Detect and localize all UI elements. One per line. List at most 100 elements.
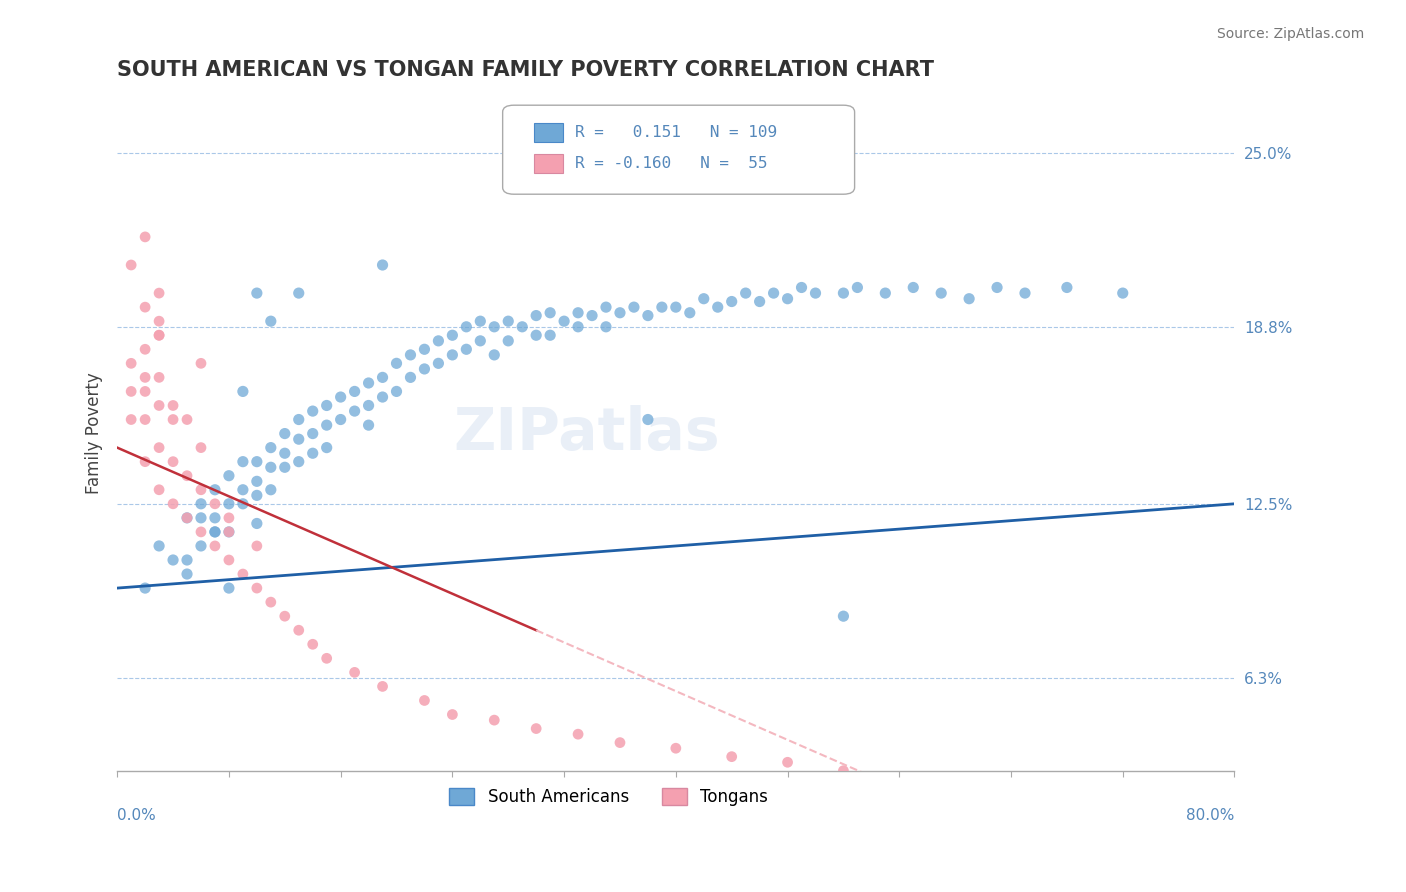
Point: [399, 348, 422, 362]
Point: [301, 446, 323, 460]
Point: [148, 328, 170, 343]
Point: [609, 306, 631, 320]
Point: [441, 348, 464, 362]
Point: [665, 300, 688, 314]
Point: [385, 356, 408, 370]
Point: [190, 524, 212, 539]
Point: [246, 455, 269, 469]
Point: [274, 446, 297, 460]
Point: [1112, 286, 1135, 301]
Point: [484, 348, 506, 362]
Point: [260, 483, 283, 497]
Point: [595, 300, 617, 314]
Point: [371, 258, 394, 272]
Point: [315, 399, 337, 413]
Point: [846, 280, 869, 294]
Point: [120, 412, 142, 426]
Point: [343, 384, 366, 399]
Point: [246, 475, 269, 489]
Point: [190, 539, 212, 553]
Point: [553, 314, 575, 328]
Point: [218, 468, 240, 483]
Point: [148, 370, 170, 384]
Point: [734, 286, 756, 301]
Point: [875, 286, 897, 301]
Point: [190, 441, 212, 455]
Point: [637, 412, 659, 426]
Point: [204, 524, 226, 539]
Point: [134, 230, 156, 244]
Point: [190, 497, 212, 511]
Point: [679, 306, 702, 320]
Point: [637, 309, 659, 323]
Point: [524, 328, 547, 343]
Point: [776, 292, 799, 306]
Point: [246, 539, 269, 553]
Point: [218, 524, 240, 539]
Point: [190, 483, 212, 497]
Point: [399, 370, 422, 384]
Point: [134, 455, 156, 469]
Legend: South Americans, Tongans: South Americans, Tongans: [443, 781, 775, 813]
Point: [162, 497, 184, 511]
Point: [903, 280, 925, 294]
Point: [260, 460, 283, 475]
Point: [456, 343, 478, 357]
Point: [246, 581, 269, 595]
Point: [162, 399, 184, 413]
Point: [232, 384, 254, 399]
Point: [176, 511, 198, 525]
Point: [148, 483, 170, 497]
Point: [427, 334, 450, 348]
Point: [470, 334, 492, 348]
Point: [929, 286, 952, 301]
Point: [301, 637, 323, 651]
Point: [832, 609, 855, 624]
Point: [218, 524, 240, 539]
Point: [315, 441, 337, 455]
Point: [120, 356, 142, 370]
Point: [371, 390, 394, 404]
Point: [357, 399, 380, 413]
Point: [274, 460, 297, 475]
Point: [148, 314, 170, 328]
Point: [260, 595, 283, 609]
Point: [567, 306, 589, 320]
Point: [162, 553, 184, 567]
Point: [204, 524, 226, 539]
Point: [232, 455, 254, 469]
Point: [371, 680, 394, 694]
Point: [441, 707, 464, 722]
Point: [176, 468, 198, 483]
Point: [287, 412, 309, 426]
Point: [790, 280, 813, 294]
Point: [470, 314, 492, 328]
Text: 80.0%: 80.0%: [1187, 808, 1234, 822]
Point: [176, 553, 198, 567]
Point: [581, 309, 603, 323]
Text: ZIPatlas: ZIPatlas: [453, 405, 720, 462]
Point: [357, 418, 380, 433]
Point: [832, 764, 855, 778]
Point: [329, 412, 352, 426]
Point: [232, 497, 254, 511]
Point: [776, 756, 799, 770]
Point: [357, 376, 380, 390]
Point: [134, 412, 156, 426]
Point: [287, 455, 309, 469]
Point: [651, 300, 673, 314]
Point: [456, 319, 478, 334]
Point: [134, 581, 156, 595]
Point: [665, 741, 688, 756]
Point: [287, 286, 309, 301]
Point: [134, 384, 156, 399]
Point: [1056, 280, 1078, 294]
Point: [484, 713, 506, 727]
Point: [706, 300, 728, 314]
Point: [134, 300, 156, 314]
Point: [413, 343, 436, 357]
Point: [176, 511, 198, 525]
Point: [148, 539, 170, 553]
Point: [329, 390, 352, 404]
Point: [385, 384, 408, 399]
